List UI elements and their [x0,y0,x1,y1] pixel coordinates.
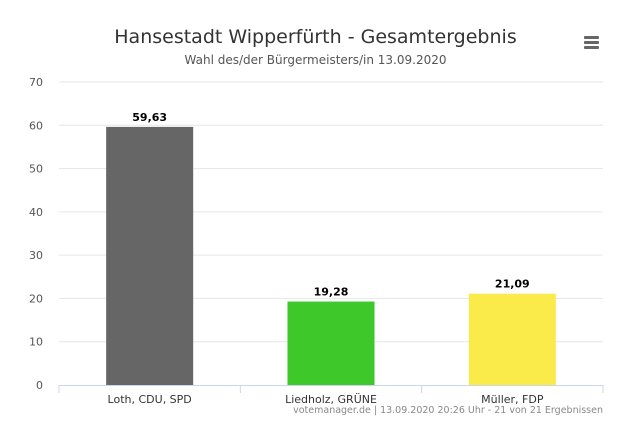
data-label: 21,09 [495,278,530,291]
y-tick-label: 40 [29,206,43,219]
x-tick-label: Loth, CDU, SPD [108,393,192,406]
chart-title: Hansestadt Wipperfürth - Gesamtergebnis [114,26,517,48]
data-label: 59,63 [132,111,167,124]
bar[interactable] [106,126,194,386]
chart-subtitle: Wahl des/der Bürgermeisters/in 13.09.202… [184,53,447,67]
y-tick-label: 0 [36,379,43,392]
x-tick-label: Liedholz, GRÜNE [285,393,377,406]
hamburger-menu-icon[interactable] [579,32,603,52]
y-tick-label: 20 [29,292,43,305]
y-tick-label: 60 [29,119,43,132]
y-tick-label: 50 [29,163,43,176]
bar[interactable] [287,301,375,385]
credits-text[interactable]: votemanager.de | 13.09.2020 20:26 Uhr - … [293,405,603,416]
y-tick-label: 10 [29,336,43,349]
data-label: 19,28 [314,286,349,299]
y-tick-label: 30 [29,249,43,262]
y-tick-label: 70 [29,76,43,89]
bar[interactable] [468,293,556,385]
x-tick-label: Müller, FDP [481,393,544,406]
